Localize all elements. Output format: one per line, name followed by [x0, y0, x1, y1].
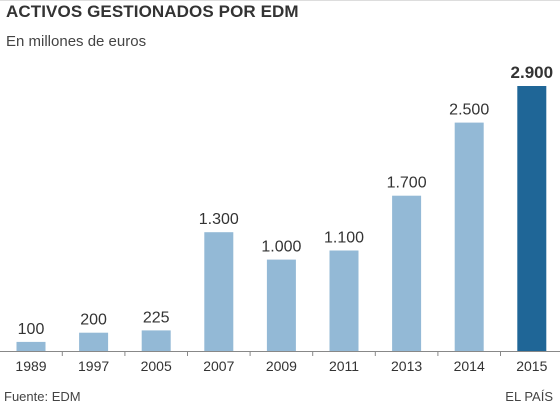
- data-label-1997: 200: [80, 312, 107, 329]
- bar-2007: [204, 232, 234, 351]
- x-tick-label-2014: 2014: [454, 358, 485, 374]
- x-tick-label-2005: 2005: [141, 358, 172, 374]
- source-note: Fuente: EDM: [4, 389, 81, 404]
- x-tick-label-2011: 2011: [329, 358, 359, 374]
- x-tick-label-2013: 2013: [391, 358, 422, 374]
- x-tick-label-2015: 2015: [516, 358, 547, 374]
- bar-2011: [329, 250, 359, 351]
- bar-1997: [79, 332, 109, 351]
- data-label-2009: 1.000: [261, 239, 301, 256]
- chart-title: ACTIVOS GESTIONADOS POR EDM: [6, 2, 299, 21]
- x-tick-label-2007: 2007: [203, 358, 234, 374]
- bar-2013: [392, 195, 422, 351]
- data-label-2015: 2.900: [511, 63, 554, 82]
- bar-2009: [266, 259, 296, 351]
- data-label-1989: 100: [18, 321, 45, 338]
- data-label-2014: 2.500: [449, 102, 489, 119]
- data-label-2011: 1.100: [324, 230, 364, 247]
- bar-2014: [454, 122, 484, 351]
- data-label-2013: 1.700: [387, 175, 427, 192]
- bar-2005: [141, 330, 171, 351]
- data-label-2005: 225: [143, 309, 170, 326]
- bar-2015: [517, 86, 547, 351]
- x-tick-label-2009: 2009: [266, 358, 297, 374]
- publisher-credit: EL PAÍS: [505, 389, 553, 404]
- x-tick-label-1997: 1997: [78, 358, 109, 374]
- bar-1989: [16, 341, 46, 351]
- data-label-2007: 1.300: [199, 211, 239, 228]
- top-rule: [0, 0, 560, 1]
- x-tick-label-1989: 1989: [15, 358, 46, 374]
- chart-subtitle: En millones de euros: [6, 33, 147, 50]
